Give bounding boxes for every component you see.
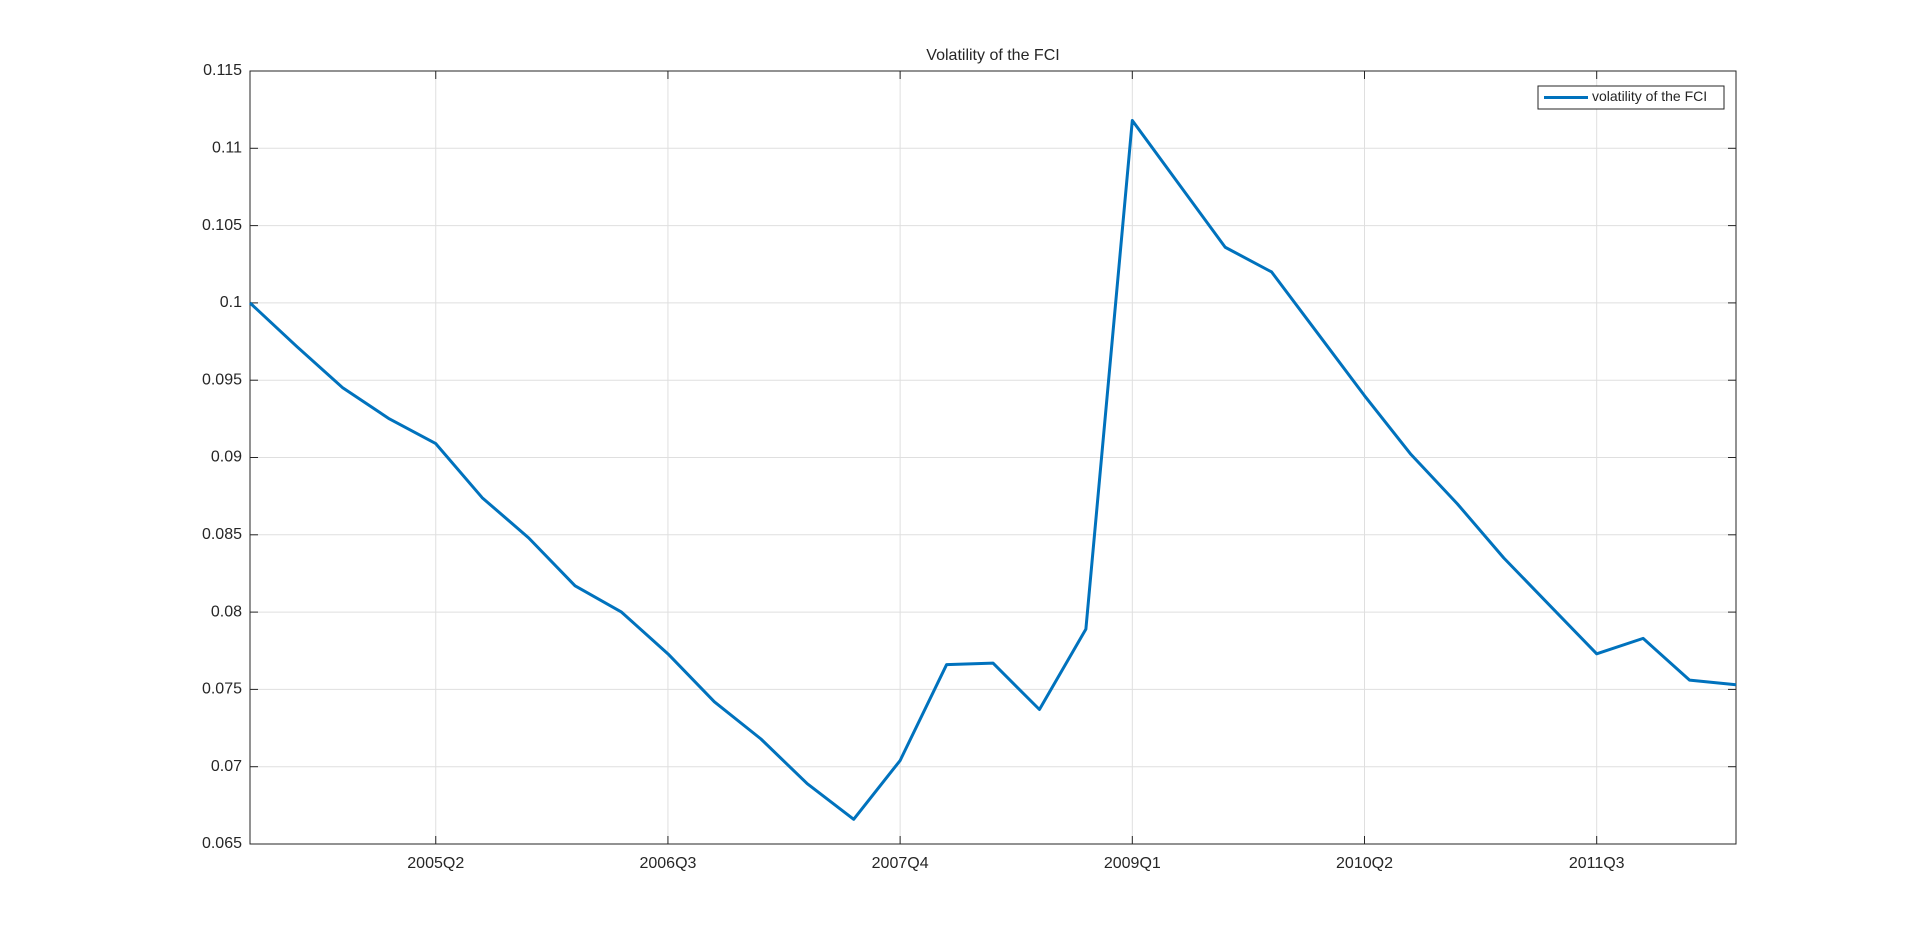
y-tick-label: 0.08 bbox=[211, 603, 242, 620]
y-tick-label: 0.1 bbox=[220, 294, 242, 311]
y-tick-label: 0.115 bbox=[203, 62, 242, 79]
plot-frame bbox=[249, 70, 1737, 845]
y-tick-label: 0.105 bbox=[202, 217, 242, 234]
x-tick-label: 2010Q2 bbox=[1336, 855, 1393, 872]
y-tick-label: 0.11 bbox=[212, 140, 242, 157]
y-tick-label: 0.09 bbox=[211, 449, 242, 466]
x-tick-label: 2007Q4 bbox=[872, 855, 929, 872]
y-tick-label: 0.065 bbox=[202, 835, 242, 852]
y-tick-label: 0.07 bbox=[211, 758, 242, 775]
x-tick-label: 2009Q1 bbox=[1104, 855, 1161, 872]
y-tick-label: 0.085 bbox=[202, 526, 242, 543]
y-tick-label: 0.075 bbox=[202, 681, 242, 698]
legend-label: volatility of the FCI bbox=[1592, 88, 1707, 104]
legend-box bbox=[1537, 85, 1725, 110]
series-line bbox=[248, 118, 1737, 821]
chart-title: Volatility of the FCI bbox=[926, 47, 1059, 64]
x-tick-label: 2011Q3 bbox=[1569, 855, 1625, 872]
y-tick-label: 0.095 bbox=[202, 371, 242, 388]
x-tick-label: 2006Q3 bbox=[639, 855, 696, 872]
x-tick-label: 2005Q2 bbox=[407, 855, 464, 872]
